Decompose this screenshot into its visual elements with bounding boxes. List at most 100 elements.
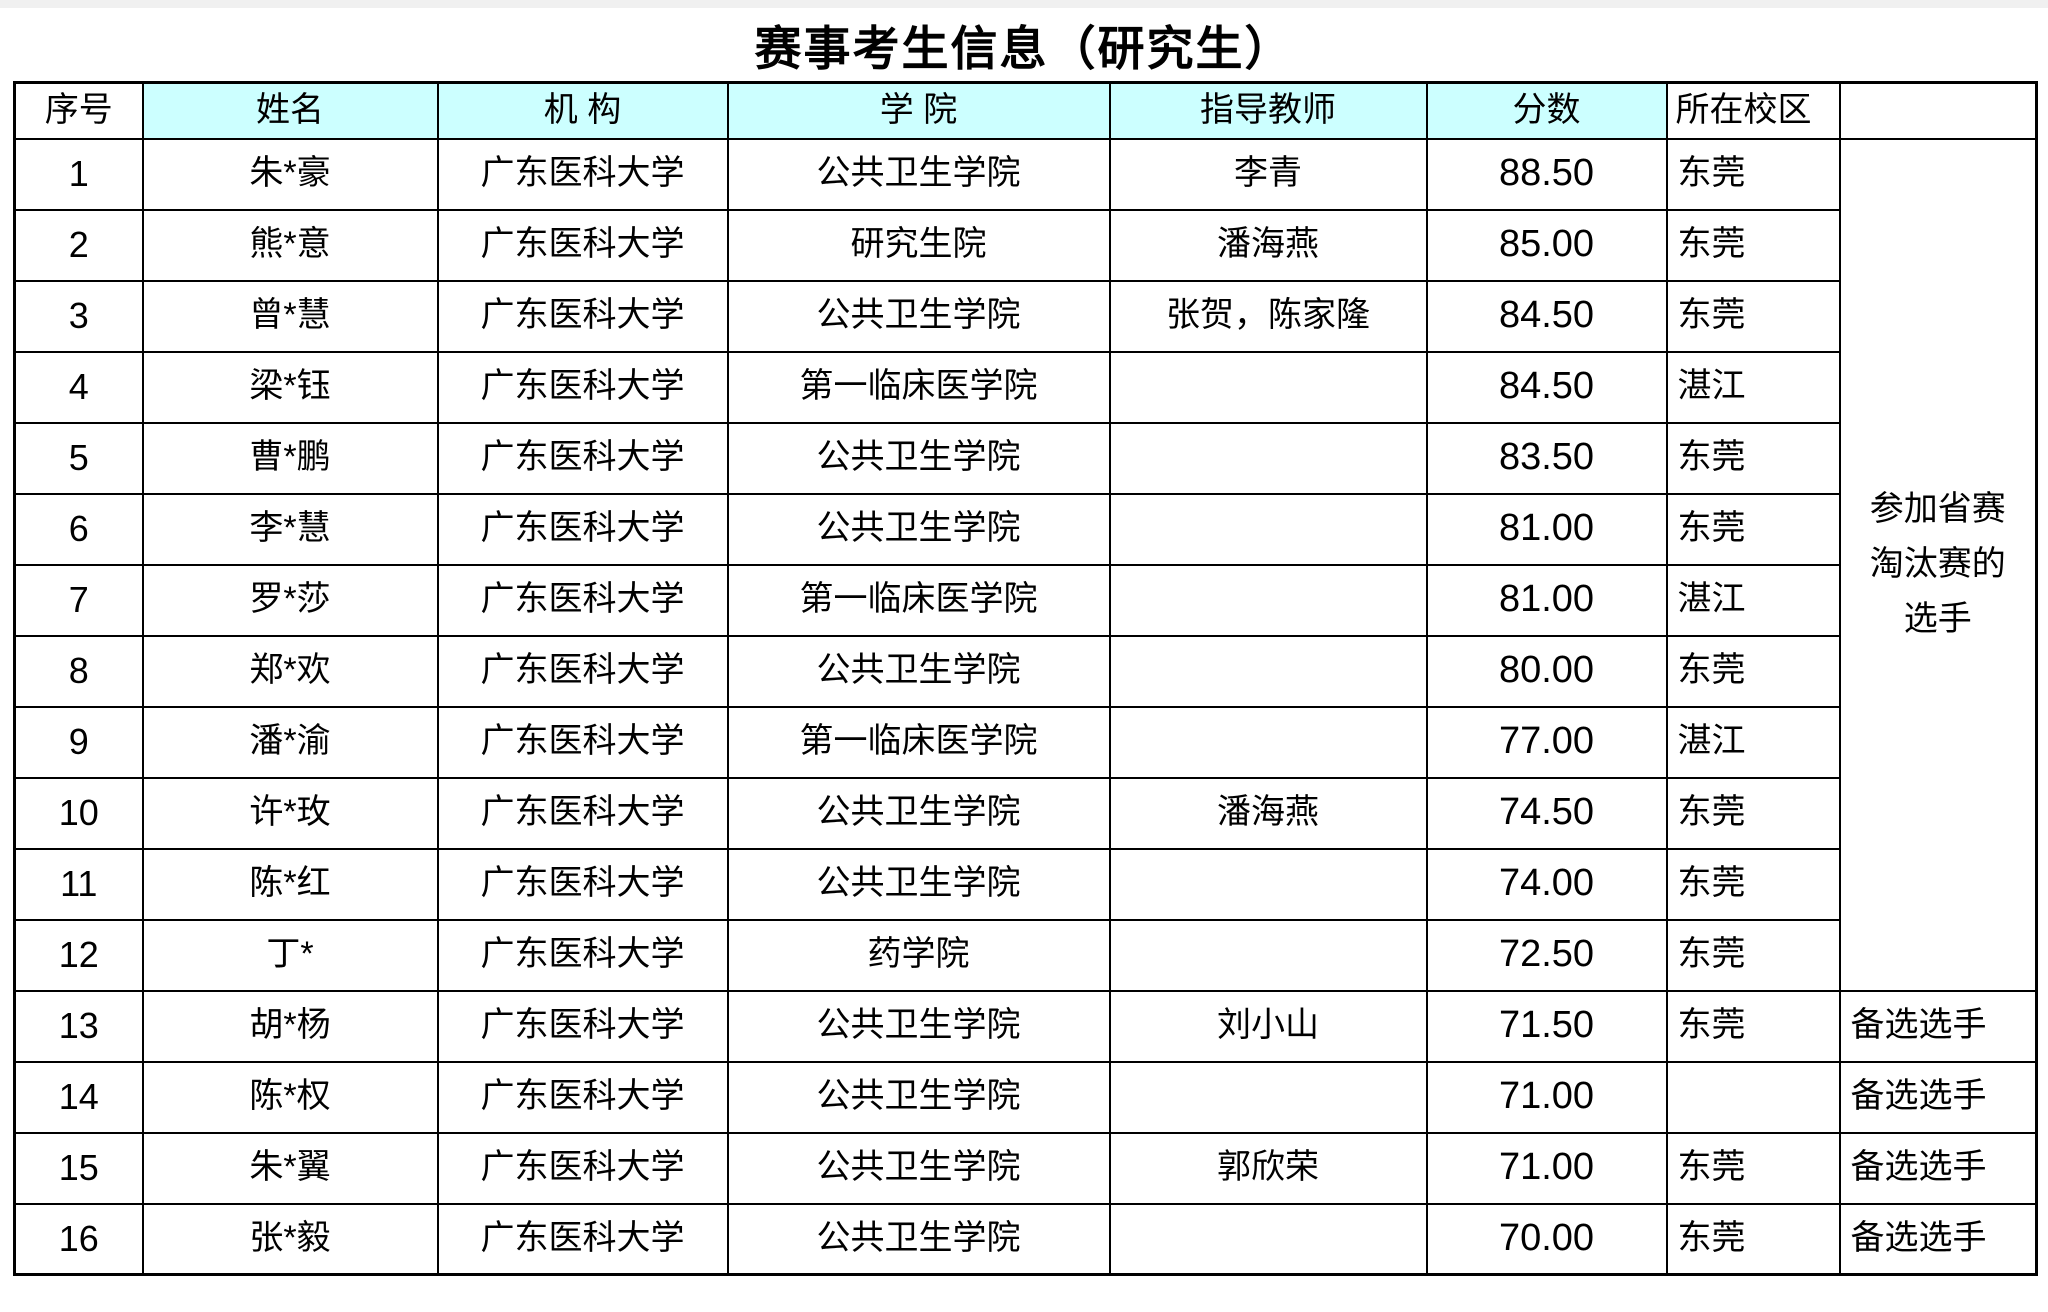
cell-teacher: 潘海燕	[1108, 208, 1428, 282]
cell-name: 梁*钰	[141, 350, 439, 424]
cell-score: 71.00	[1425, 1060, 1668, 1134]
cell-score: 84.50	[1425, 350, 1668, 424]
group-note-cell: 参加省赛 淘汰赛的 选手	[1838, 137, 2038, 992]
cell-score: 72.50	[1425, 918, 1668, 992]
table-row: 6 李*慧 广东医科大学 公共卫生学院 81.00 东莞	[13, 492, 2037, 566]
cell-index: 8	[13, 634, 144, 708]
cell-note: 备选选手	[1838, 989, 2038, 1063]
cell-name: 郑*欢	[141, 634, 439, 708]
cell-name: 熊*意	[141, 208, 439, 282]
cell-org: 广东医科大学	[436, 1131, 729, 1205]
cell-score: 81.00	[1425, 492, 1668, 566]
column-header-teacher: 指导教师	[1108, 81, 1428, 140]
column-header-note	[1838, 81, 2038, 140]
cell-college: 公共卫生学院	[726, 1202, 1111, 1276]
cell-teacher	[1108, 847, 1428, 921]
cell-campus: 东莞	[1665, 492, 1841, 566]
cell-college: 公共卫生学院	[726, 989, 1111, 1063]
table-row: 15 朱*翼 广东医科大学 公共卫生学院 郭欣荣 71.00 东莞 备选选手	[13, 1131, 2038, 1205]
header-row: 序号 姓名 机 构 学 院 指导教师 分数 所在校区	[13, 81, 2038, 140]
cell-index: 5	[13, 421, 144, 495]
cell-college: 公共卫生学院	[726, 847, 1111, 921]
cell-score: 74.50	[1425, 776, 1668, 850]
cell-campus: 东莞	[1665, 208, 1841, 282]
cell-score: 81.00	[1425, 563, 1668, 637]
cell-college: 研究生院	[726, 208, 1111, 282]
cell-org: 广东医科大学	[436, 705, 729, 779]
cell-teacher	[1108, 492, 1428, 566]
cell-teacher	[1108, 563, 1428, 637]
cell-org: 广东医科大学	[436, 634, 729, 708]
cell-college: 第一临床医学院	[726, 705, 1111, 779]
cell-campus: 湛江	[1665, 563, 1841, 637]
cell-name: 朱*翼	[141, 1131, 439, 1205]
cell-teacher	[1108, 350, 1428, 424]
cell-teacher: 潘海燕	[1108, 776, 1428, 850]
cell-campus: 东莞	[1665, 279, 1841, 353]
cell-org: 广东医科大学	[436, 918, 729, 992]
cell-index: 12	[13, 918, 144, 992]
cell-name: 李*慧	[141, 492, 439, 566]
cell-score: 88.50	[1425, 137, 1668, 211]
cell-index: 16	[13, 1202, 144, 1276]
cell-note: 备选选手	[1838, 1131, 2038, 1205]
column-header-college: 学 院	[726, 81, 1111, 140]
cell-campus: 东莞	[1665, 421, 1841, 495]
table-row: 7 罗*莎 广东医科大学 第一临床医学院 81.00 湛江	[13, 563, 2037, 637]
cell-campus: 东莞	[1665, 1131, 1841, 1205]
cell-org: 广东医科大学	[436, 847, 729, 921]
cell-campus: 湛江	[1665, 705, 1841, 779]
candidate-roster-table: 序号 姓名 机 构 学 院 指导教师 分数 所在校区 1 朱*豪 广东医科大学 …	[13, 81, 2038, 1276]
cell-index: 9	[13, 705, 144, 779]
cell-index: 4	[13, 350, 144, 424]
table-row: 5 曹*鹏 广东医科大学 公共卫生学院 83.50 东莞	[13, 421, 2037, 495]
cell-college: 公共卫生学院	[726, 492, 1111, 566]
cell-teacher	[1108, 1202, 1428, 1276]
cell-college: 公共卫生学院	[726, 279, 1111, 353]
page-top-edge	[0, 0, 2048, 8]
cell-org: 广东医科大学	[436, 1202, 729, 1276]
cell-college: 公共卫生学院	[726, 776, 1111, 850]
cell-teacher: 李青	[1108, 137, 1428, 211]
cell-org: 广东医科大学	[436, 492, 729, 566]
cell-org: 广东医科大学	[436, 989, 729, 1063]
cell-score: 74.00	[1425, 847, 1668, 921]
cell-score: 85.00	[1425, 208, 1668, 282]
table-row: 10 许*玫 广东医科大学 公共卫生学院 潘海燕 74.50 东莞	[13, 776, 2037, 850]
cell-index: 13	[13, 989, 144, 1063]
column-header-org: 机 构	[436, 81, 729, 140]
cell-name: 陈*权	[141, 1060, 439, 1134]
table-row: 1 朱*豪 广东医科大学 公共卫生学院 李青 88.50 东莞 参加省赛 淘汰赛…	[13, 137, 2038, 992]
cell-org: 广东医科大学	[436, 776, 729, 850]
table-row: 9 潘*渝 广东医科大学 第一临床医学院 77.00 湛江	[13, 705, 2037, 779]
cell-campus	[1665, 1060, 1841, 1134]
cell-name: 许*玫	[141, 776, 439, 850]
cell-name: 丁*	[141, 918, 439, 992]
cell-teacher	[1108, 918, 1428, 992]
cell-campus: 东莞	[1665, 918, 1841, 992]
cell-college: 公共卫生学院	[726, 421, 1111, 495]
cell-index: 11	[13, 847, 144, 921]
page-title: 赛事考生信息（研究生）	[754, 22, 1294, 75]
cell-score: 71.00	[1425, 1131, 1668, 1205]
cell-campus: 湛江	[1665, 350, 1841, 424]
cell-college: 公共卫生学院	[726, 1060, 1111, 1134]
cell-college: 公共卫生学院	[726, 634, 1111, 708]
cell-index: 10	[13, 776, 144, 850]
table-row: 8 郑*欢 广东医科大学 公共卫生学院 80.00 东莞	[13, 634, 2037, 708]
cell-org: 广东医科大学	[436, 137, 729, 211]
table-row: 16 张*毅 广东医科大学 公共卫生学院 70.00 东莞 备选选手	[13, 1202, 2038, 1276]
cell-name: 胡*杨	[141, 989, 439, 1063]
table-row: 2 熊*意 广东医科大学 研究生院 潘海燕 85.00 东莞	[13, 208, 2037, 282]
cell-name: 罗*莎	[141, 563, 439, 637]
column-header-index: 序号	[13, 81, 144, 140]
cell-index: 1	[13, 137, 144, 211]
cell-org: 广东医科大学	[436, 208, 729, 282]
cell-campus: 东莞	[1665, 634, 1841, 708]
cell-teacher: 郭欣荣	[1108, 1131, 1428, 1205]
column-header-score: 分数	[1425, 81, 1668, 140]
cell-campus: 东莞	[1665, 776, 1841, 850]
cell-campus: 东莞	[1665, 1202, 1841, 1276]
cell-name: 潘*渝	[141, 705, 439, 779]
cell-college: 第一临床医学院	[726, 563, 1111, 637]
